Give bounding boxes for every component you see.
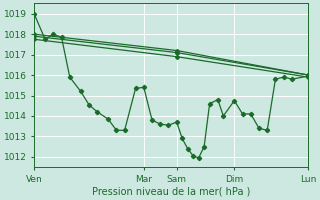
X-axis label: Pression niveau de la mer( hPa ): Pression niveau de la mer( hPa )	[92, 187, 251, 197]
